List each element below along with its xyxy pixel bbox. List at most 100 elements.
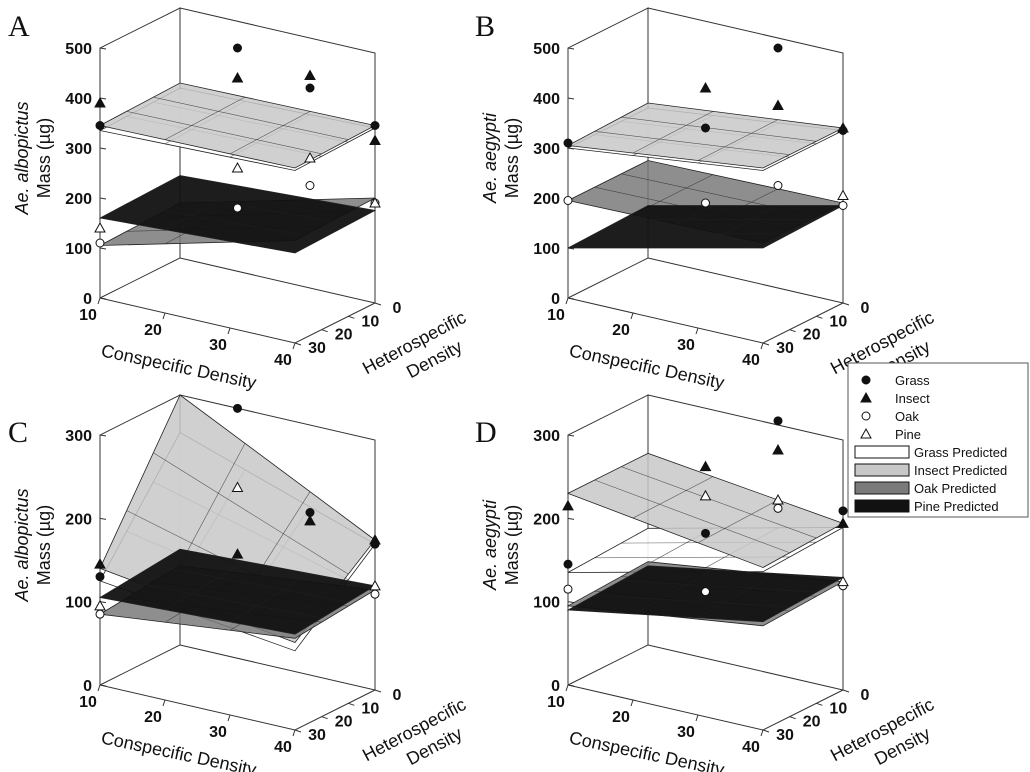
point-oak [773, 503, 783, 513]
x-tick-mark [227, 327, 231, 335]
legend-swatch [854, 481, 910, 495]
surface-grid-line [632, 111, 714, 154]
surface-grid-line [697, 573, 779, 619]
back-wall-rear [647, 7, 844, 304]
surface-grid-line [126, 581, 322, 619]
surface-grid-line [697, 499, 779, 544]
z-tick-label: 10 [361, 313, 379, 330]
x-tick-label: 40 [274, 352, 292, 369]
legend-marker [861, 375, 871, 385]
point-oak [773, 181, 783, 190]
point-grass [95, 572, 105, 582]
y-tick-label: 300 [533, 141, 560, 158]
y-axis-unit: Mass (µg) [34, 505, 54, 585]
legend-swatch [854, 463, 910, 477]
point-oak [233, 203, 242, 213]
surface-face [567, 205, 844, 249]
surface-pine [98, 175, 377, 254]
surface-grid-line [229, 573, 311, 623]
point-insect [772, 443, 784, 455]
x-axis-label: Conspecific Density [99, 340, 258, 392]
axes-box [99, 7, 376, 344]
panel-letter: D [475, 416, 497, 449]
x-tick-label: 20 [144, 709, 162, 726]
point-grass [838, 506, 848, 516]
surface-face [566, 102, 845, 169]
y-tick-label: 200 [533, 511, 560, 528]
legend-label: Grass [895, 373, 930, 388]
point-insect [562, 499, 574, 511]
y-axis-species: Ae. aegypti [480, 499, 500, 591]
legend-item-grass-predicted: Grass Predicted [854, 445, 1007, 460]
z-tick-label: 10 [829, 700, 847, 717]
x-tick-mark [97, 684, 101, 692]
legend-label: Insect [895, 391, 930, 406]
point-grass [701, 123, 710, 133]
legend-item-oak-predicted: Oak Predicted [854, 481, 996, 496]
surface-grid-line [164, 96, 246, 140]
point-grass [370, 121, 380, 130]
point-insect [304, 69, 316, 80]
legend-label: Oak Predicted [914, 481, 996, 496]
surface-grid-line [621, 116, 817, 142]
y-tick-label: 500 [65, 41, 92, 58]
x-tick-mark [97, 297, 101, 305]
x-axis-label: Conspecific Density [567, 340, 726, 392]
y-axis-unit: Mass (µg) [502, 118, 522, 198]
x-tick-mark [760, 342, 764, 350]
y-tick-label: 200 [65, 511, 92, 528]
surface-grid-line [126, 111, 322, 155]
x-tick-mark [630, 699, 634, 707]
x-tick-label: 20 [612, 322, 630, 339]
point-grass [95, 121, 105, 130]
z-tick-mark [374, 302, 382, 306]
legend-swatch [854, 499, 910, 513]
z-tick-label: 20 [803, 327, 821, 344]
x-tick-label: 20 [612, 709, 630, 726]
z-tick-mark [294, 342, 302, 346]
legend-label: Pine [895, 427, 921, 442]
z-tick-label: 10 [361, 700, 379, 717]
surface-grid-line [697, 205, 779, 249]
point-oak [701, 587, 710, 597]
x-tick-label: 40 [742, 352, 760, 369]
x-tick-label: 30 [209, 724, 227, 741]
point-grass [563, 138, 573, 148]
surface-grid-line [164, 186, 246, 230]
x-tick-label: 30 [209, 337, 227, 354]
point-insect [94, 558, 106, 569]
y-tick-label: 0 [83, 678, 92, 695]
point-pine [699, 489, 712, 501]
point-pine [304, 151, 316, 163]
legend-marker [860, 427, 872, 439]
point-insect [837, 121, 849, 133]
y-tick-label: 0 [551, 678, 560, 695]
surface-grid-line [126, 203, 322, 240]
point-oak [701, 198, 710, 208]
y-tick-label: 0 [83, 291, 92, 308]
floor-edge [567, 297, 844, 344]
legend-item-insect-predicted: Insect Predicted [854, 463, 1007, 478]
y-tick-mark [567, 97, 575, 100]
z-tick-mark [321, 716, 328, 720]
y-axis-label: Ae. aegypti Mass (µg) [480, 499, 522, 591]
point-oak [95, 609, 105, 619]
x-tick-label: 30 [677, 724, 695, 741]
surface-grid-line [697, 119, 779, 161]
legend-item-pine-predicted: Pine Predicted [854, 499, 999, 514]
x-tick-mark [292, 342, 296, 350]
x-tick-label: 40 [742, 739, 760, 756]
legend-swatch [854, 445, 910, 459]
surface-pine [567, 205, 844, 249]
point-pine [231, 481, 244, 492]
point-pine [837, 575, 849, 587]
legend-label: Oak [895, 409, 919, 424]
point-grass [773, 416, 783, 426]
y-axis-species: Ae. albopictus [12, 101, 32, 215]
x-tick-mark [292, 729, 296, 737]
x-tick-label: 10 [79, 694, 97, 711]
point-oak [563, 584, 573, 594]
